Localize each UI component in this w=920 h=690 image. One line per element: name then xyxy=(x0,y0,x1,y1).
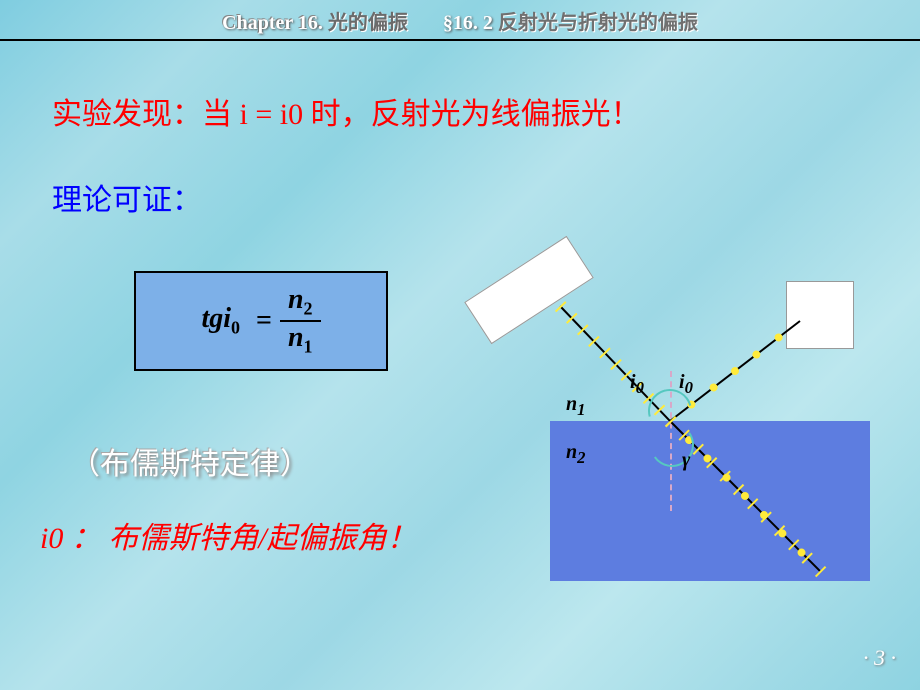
label-n2: n2 xyxy=(566,441,585,468)
slide-body: 实验发现：当 i = i0 时，反射光为线偏振光！ 理论可证： tgi0 = n… xyxy=(0,41,920,681)
incident-source-box xyxy=(464,236,594,344)
label-i0-right: i0 xyxy=(679,371,693,398)
section-title: 反射光与折射光的偏振 xyxy=(498,12,698,34)
reflection-diagram: i0 i0 n1 n2 γ xyxy=(490,231,890,591)
brewster-law-label: （布儒斯特定律） xyxy=(70,439,310,483)
formula-lhs: tgi0 xyxy=(201,303,240,339)
brewster-formula: tgi0 = n2 n1 xyxy=(134,271,388,371)
experiment-text: 实验发现：当 i = i0 时，反射光为线偏振光！ xyxy=(52,89,641,133)
slide-header: Chapter 16. 光的偏振 §16. 2 反射光与折射光的偏振 xyxy=(0,0,920,41)
label-gamma: γ xyxy=(682,449,690,472)
label-n1: n1 xyxy=(566,393,585,420)
section-prefix: §16. 2 xyxy=(443,12,493,34)
page-number: · 3 · xyxy=(863,645,896,671)
medium-n2 xyxy=(550,421,870,581)
theory-text: 理论可证： xyxy=(52,175,202,219)
formula-fraction: n2 n1 xyxy=(280,284,321,357)
chapter-prefix: Chapter 16. xyxy=(222,12,323,34)
angle-definition: i0 ： 布儒斯特角/起偏振角！ xyxy=(40,513,417,557)
label-i0-left: i0 xyxy=(630,371,644,398)
chapter-title: 光的偏振 xyxy=(328,12,408,34)
equals-sign: = xyxy=(256,305,272,337)
reflected-detector-box xyxy=(786,281,854,349)
